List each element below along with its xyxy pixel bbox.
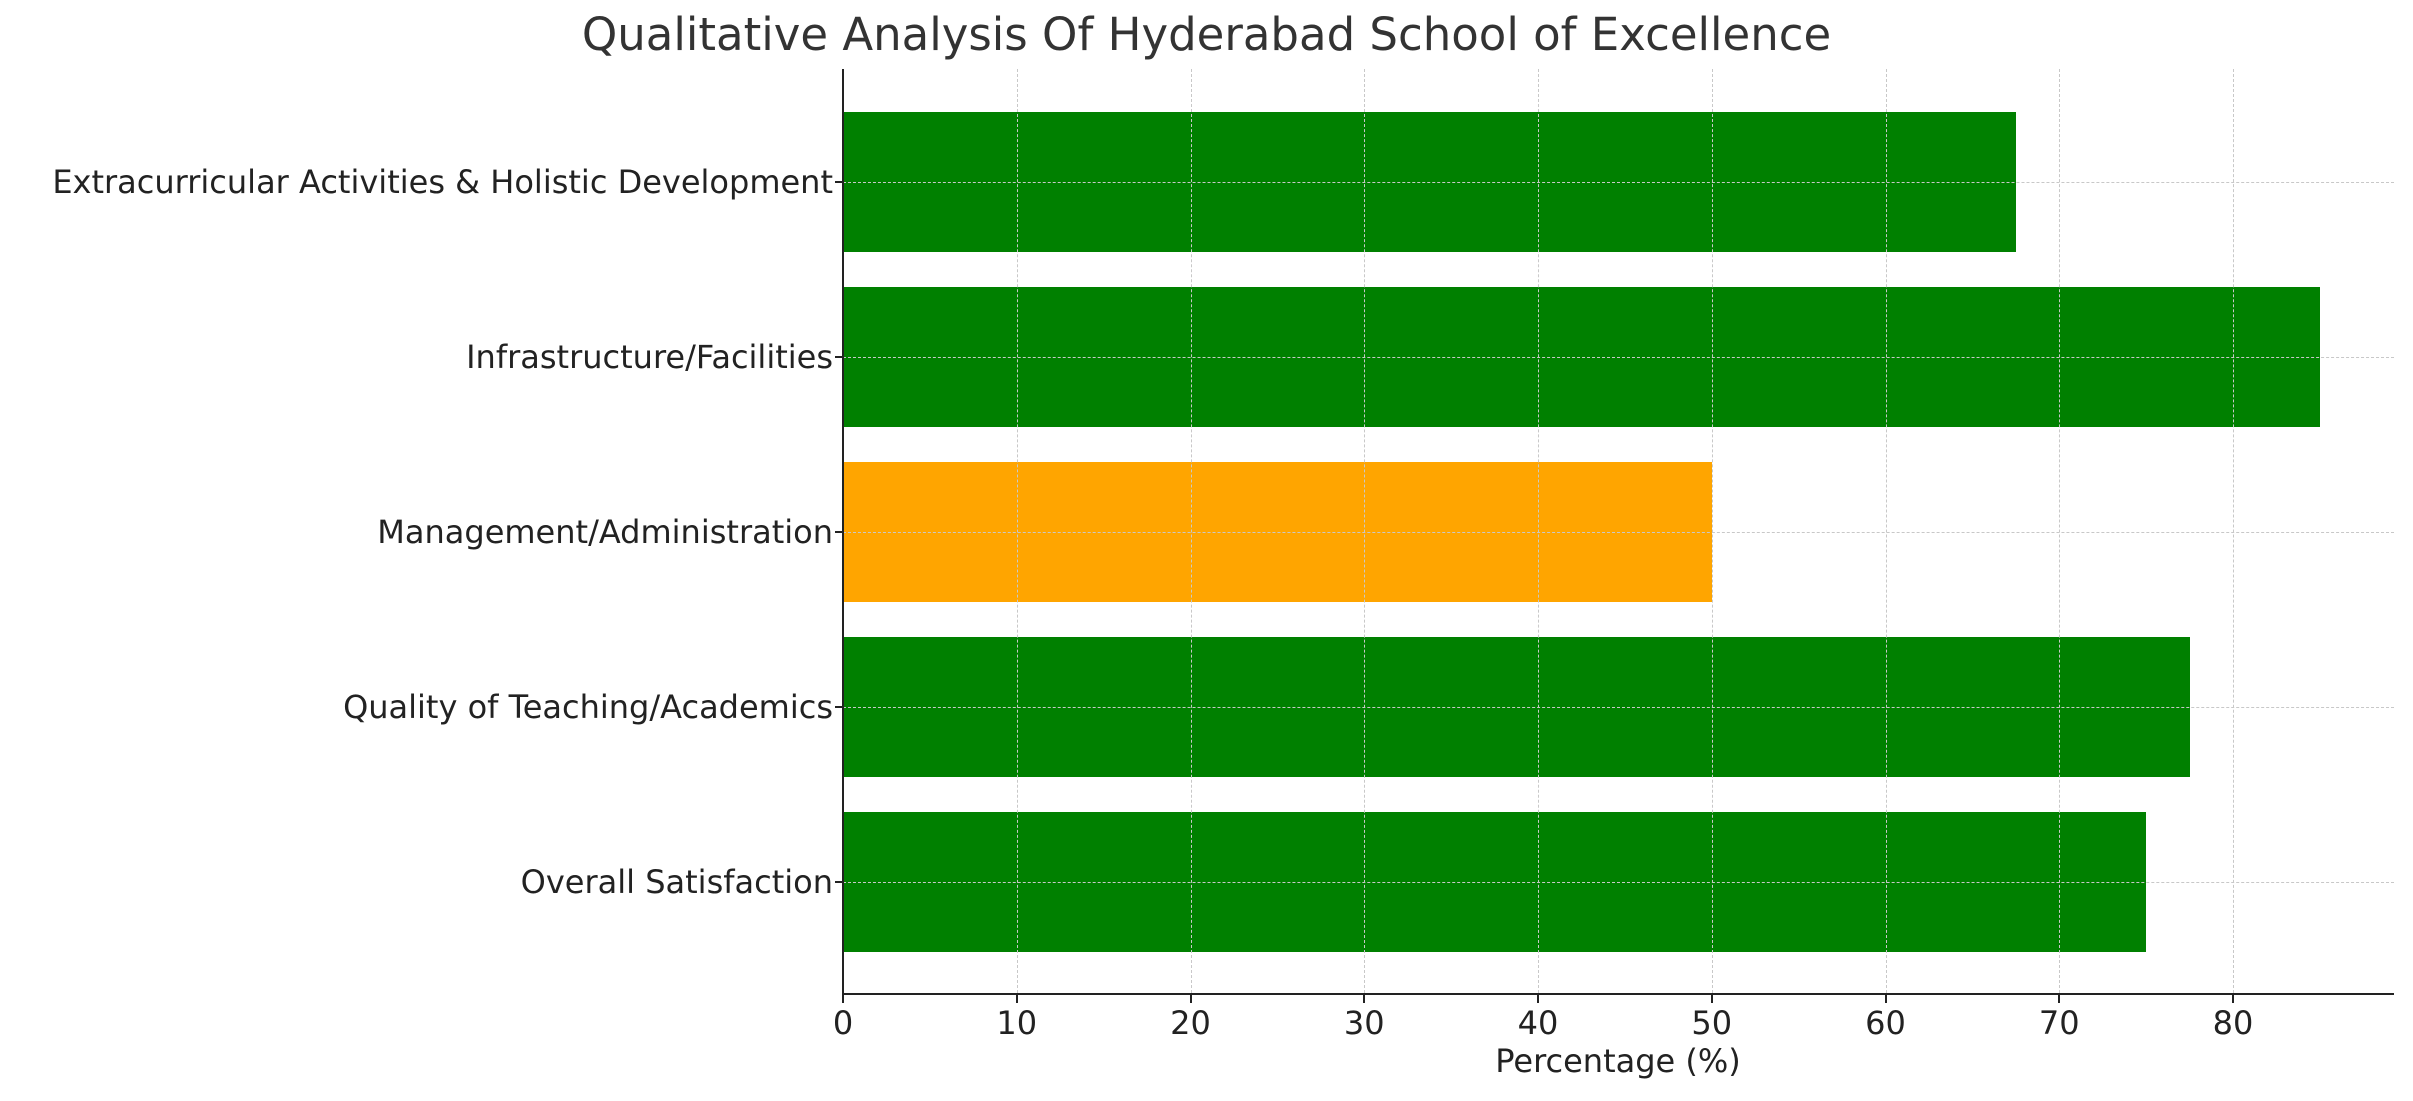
x-tick-label: 40 [1517,1004,1559,1042]
x-tick-mark [1015,995,1018,1003]
x-tick-mark [1537,995,1539,1003]
y-gridline [843,882,2394,883]
x-tick-label: 50 [1691,1004,1733,1042]
x-tick-mark [2232,995,2234,1003]
y-gridline [843,182,2394,183]
x-tick-mark [2058,995,2061,1003]
x-tick-label: 70 [2038,1004,2080,1042]
x-tick-mark [1363,995,1366,1003]
y-tick-mark [835,181,843,183]
y-axis-spine [842,69,844,995]
y-tick-mark [835,881,843,883]
y-tick-label: Infrastructure/Facilities [466,338,833,376]
x-tick-mark [1710,995,1713,1003]
x-tick-mark [842,995,844,1003]
x-gridline [2059,69,2061,993]
y-tick-mark [835,356,843,358]
x-gridline [2233,69,2234,993]
y-tick-label: Quality of Teaching/Academics [343,688,833,726]
x-axis-title: Percentage (%) [1495,1042,1741,1080]
x-gridline [1364,69,1366,993]
x-gridline [1016,69,1018,993]
x-axis-spine [842,993,2394,995]
y-tick-label: Extracurricular Activities & Holistic De… [52,163,833,201]
x-tick-label: 60 [1865,1004,1906,1042]
chart-title-text: Qualitative Analysis Of Hyderabad School… [581,8,1832,61]
x-tick-label: 80 [2212,1004,2254,1042]
y-tick-mark [835,531,843,533]
x-tick-label: 30 [1343,1004,1385,1042]
chart-title: Qualitative Analysis Of Hyderabad School… [0,8,2413,61]
y-gridline [843,357,2394,358]
x-tick-label: 10 [996,1004,1038,1042]
x-gridline [1885,69,1887,993]
x-tick-mark [1189,995,1192,1003]
x-tick-mark [1884,995,1887,1003]
x-gridline [1190,69,1192,993]
x-tick-label: 0 [832,1004,854,1042]
y-gridline [843,532,2394,533]
y-gridline [843,707,2394,708]
y-tick-mark [835,706,843,708]
y-tick-label: Management/Administration [377,513,833,551]
x-tick-label: 20 [1170,1004,1211,1042]
y-tick-label: Overall Satisfaction [520,863,833,901]
x-gridline [1538,69,1539,993]
x-gridline [1711,69,1713,993]
